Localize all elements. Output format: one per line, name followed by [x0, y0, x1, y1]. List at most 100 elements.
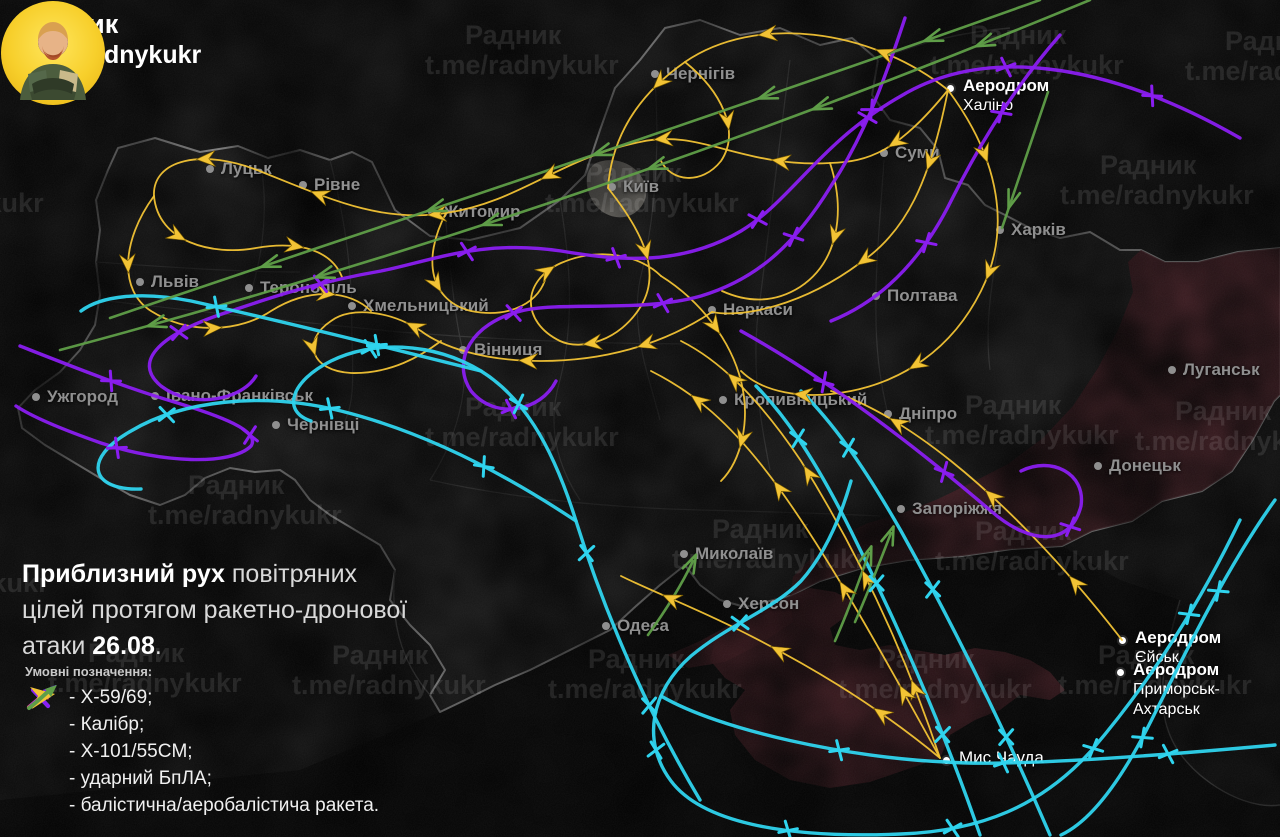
marker-shahed — [195, 150, 216, 167]
marker-x101 — [1141, 84, 1164, 108]
marker-x101 — [860, 98, 883, 121]
marker-shahed — [839, 580, 857, 602]
marker-shahed — [856, 247, 878, 266]
legend-item-shahed: - ударний БпЛА; — [25, 687, 379, 792]
legend-item-x59: - X-59/69; — [25, 684, 379, 711]
marker-ballistic — [260, 254, 282, 269]
marker-ballistic — [146, 314, 168, 329]
route-shahed — [740, 89, 999, 396]
marker-x101 — [990, 102, 1013, 124]
marker-kalibr — [942, 818, 963, 837]
marker-kalibr — [934, 725, 951, 744]
route-kalibr — [79, 294, 483, 373]
marker-kalibr — [646, 740, 666, 760]
legend-item-kalibr: - Калібр; — [25, 685, 379, 738]
marker-shahed — [899, 684, 917, 707]
route-shahed — [312, 311, 713, 374]
marker-x101 — [100, 369, 122, 393]
marker-shahed — [736, 427, 753, 449]
marker-kalibr — [577, 544, 596, 563]
marker-shahed — [534, 265, 556, 284]
marker-shahed — [1068, 575, 1088, 596]
marker-shahed — [757, 24, 778, 42]
x101-icon — [25, 685, 61, 765]
marker-x101 — [105, 436, 128, 460]
marker-shahed — [661, 594, 684, 611]
legend-label: - балістична/аеробалістича ракета. — [69, 794, 380, 816]
route-shahed — [711, 89, 949, 315]
marker-ballistic — [858, 545, 873, 567]
route-x101 — [829, 33, 1062, 323]
route-shahed — [680, 340, 941, 759]
statement-text: Приблизний рух повітряних цілей протягом… — [22, 556, 407, 664]
marker-x101 — [311, 274, 330, 294]
marker-ballistic — [1007, 187, 1022, 210]
marker-ballistic — [481, 212, 504, 227]
marker-ballistic — [681, 553, 698, 575]
marker-kalibr — [1177, 603, 1201, 626]
marker-kalibr — [205, 295, 228, 318]
route-ballistic — [1000, 90, 1050, 230]
marker-ballistic — [647, 155, 669, 171]
legend-item-x101: - X-101/55CM; — [25, 685, 379, 765]
legend-label: - X-59/69; — [69, 686, 153, 708]
route-x101 — [147, 65, 1242, 402]
legend-label: - Калібр; — [69, 713, 145, 735]
marker-shahed — [875, 48, 897, 65]
marker-kalibr — [1082, 738, 1105, 759]
marker-ballistic — [757, 85, 780, 100]
marker-x101 — [605, 247, 627, 269]
channel-avatar — [1, 1, 105, 105]
route-lines — [14, 0, 1277, 837]
marker-x101 — [241, 425, 259, 445]
marker-x101 — [933, 460, 955, 483]
marker-kalibr — [318, 397, 341, 420]
avatar-person — [20, 22, 86, 100]
marker-shahed — [702, 313, 721, 335]
marker-shahed — [770, 645, 792, 663]
marker-ballistic — [923, 28, 945, 43]
marker-kalibr — [730, 614, 750, 632]
kalibr-icon — [25, 685, 61, 738]
legend-label: - ударний БпЛА; — [69, 767, 212, 789]
marker-ballistic — [880, 525, 895, 547]
marker-shahed — [652, 129, 674, 147]
marker-x101 — [1059, 516, 1082, 537]
route-kalibr — [291, 345, 702, 802]
route-x101 — [739, 329, 1084, 539]
marker-shahed — [925, 149, 942, 171]
marker-kalibr — [1131, 726, 1154, 749]
route-ballistic — [833, 551, 871, 643]
route-kalibr — [659, 694, 1277, 765]
marker-shahed — [888, 417, 911, 436]
marker-kalibr — [1206, 580, 1230, 602]
marker-shahed — [908, 352, 930, 370]
marker-shahed — [773, 480, 792, 502]
shahed-icon — [25, 687, 61, 792]
statement-line2: цілей протягом ракетно-дронової — [22, 596, 408, 624]
marker-x101 — [782, 226, 805, 248]
route-ballistic — [853, 531, 893, 624]
marker-shahed — [717, 109, 735, 131]
marker-kalibr — [641, 696, 658, 715]
route-ballistic — [108, 0, 1042, 320]
marker-x101 — [504, 304, 523, 322]
marker-kalibr — [157, 405, 176, 424]
marker-shahed — [424, 271, 442, 293]
marker-ballistic — [426, 198, 448, 213]
ballistic-icon — [25, 685, 61, 819]
marker-kalibr — [992, 752, 1014, 774]
marker-shahed — [517, 353, 539, 370]
route-markers — [100, 24, 1230, 837]
marker-kalibr — [365, 333, 388, 357]
marker-x101 — [915, 232, 938, 254]
route-kalibr — [754, 384, 982, 837]
marker-shahed — [910, 679, 927, 701]
marker-kalibr — [924, 580, 942, 599]
marker-shahed — [973, 141, 989, 164]
marker-shahed — [165, 224, 187, 241]
route-x101 — [461, 16, 907, 411]
route-shahed — [127, 195, 372, 329]
